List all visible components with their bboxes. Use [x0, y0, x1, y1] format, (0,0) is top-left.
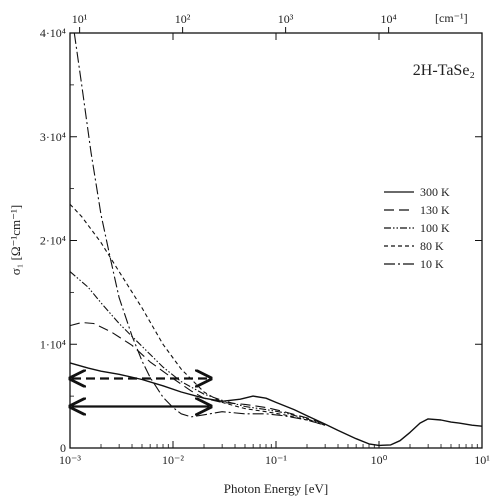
- legend-label-3: 80 K: [420, 239, 444, 253]
- legend-label-1: 130 K: [420, 203, 450, 217]
- y-tick-label: 2·10⁴: [40, 234, 66, 248]
- y-tick-label: 4·10⁴: [40, 26, 66, 40]
- x-tick-label: 10⁻¹: [265, 453, 287, 467]
- x-tick-label: 10⁻³: [59, 453, 81, 467]
- series-line-1: [69, 321, 326, 425]
- y-axis-title: σ₁ [Ω⁻¹cm⁻¹]: [8, 205, 23, 276]
- top-tick-label: 10⁴: [381, 12, 397, 26]
- x-tick-label: 10⁻²: [162, 453, 184, 467]
- x-axis-title: Photon Energy [eV]: [224, 481, 328, 496]
- legend-label-0: 300 K: [420, 185, 450, 199]
- series-line-2: [69, 271, 326, 426]
- top-tick-label: 10¹: [72, 12, 88, 26]
- legend-label-2: 100 K: [420, 221, 450, 235]
- arrow-layer: [72, 378, 209, 406]
- series-line-3: [69, 203, 326, 426]
- y-tick-label: 0: [60, 441, 66, 455]
- series-line-4: [73, 32, 326, 426]
- series-line-0: [69, 362, 483, 447]
- axis-ticks: 10⁻³ 10⁻² 10⁻¹ 10⁰ 10¹ 0 1·10⁴ 2·10⁴ 3·10⁴ 4·10⁴ 1…: [40, 12, 490, 467]
- top-tick-label: 10³: [278, 12, 294, 26]
- y-tick-label: 1·10⁴: [40, 337, 66, 351]
- y-tick-label: 3·10⁴: [40, 130, 66, 144]
- x-tick-label: 10¹: [474, 453, 490, 467]
- top-axis-unit: [cm⁻¹]: [435, 11, 468, 25]
- x-tick-label: 10⁰: [371, 453, 388, 467]
- legend-label-4: 10 K: [420, 257, 444, 271]
- sample-label: 2H-TaSe₂: [413, 62, 475, 79]
- top-tick-label: 10²: [175, 12, 191, 26]
- legend: 300 K 130 K 100 K 80 K 10 K: [384, 185, 450, 271]
